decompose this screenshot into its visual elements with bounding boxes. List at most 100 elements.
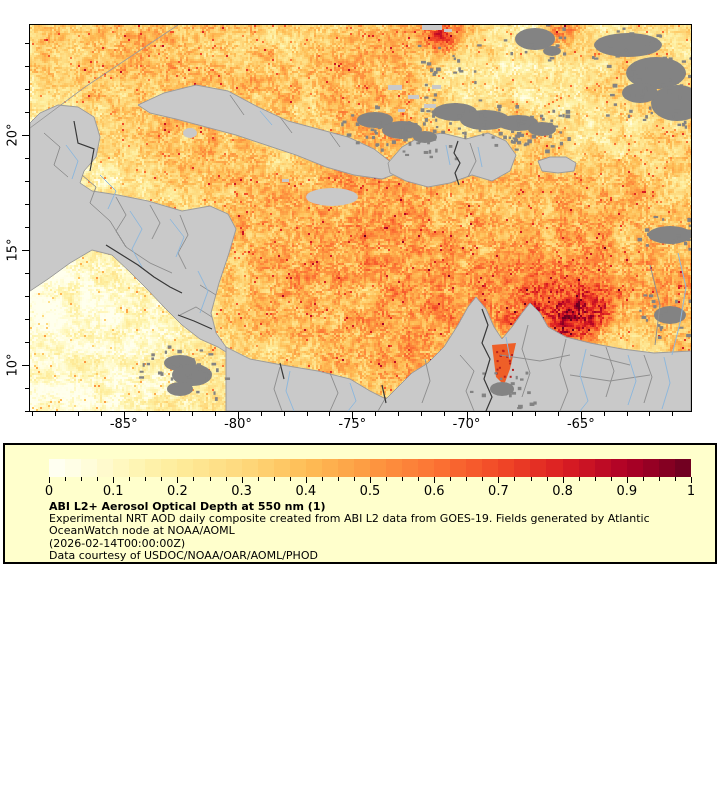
x-axis-tick <box>306 412 308 416</box>
x-axis-tick <box>649 412 651 416</box>
x-axis-tick <box>397 412 399 416</box>
colorbar-tick <box>129 477 131 481</box>
colorbar-tick <box>482 477 484 481</box>
x-axis-tick <box>169 412 171 416</box>
colorbar-tick <box>161 477 163 481</box>
colorbar-cell <box>49 459 66 477</box>
colorbar-tick <box>273 477 275 481</box>
colorbar-cell <box>562 459 579 477</box>
colorbar-tick-label: 0.2 <box>167 484 188 499</box>
x-axis-tick <box>100 412 102 416</box>
y-axis-tick <box>22 364 29 366</box>
y-axis-tick <box>25 410 29 412</box>
x-axis-tick <box>420 412 422 416</box>
colorbar-tick <box>626 477 628 483</box>
x-axis-tick <box>146 412 148 416</box>
colorbar-tick-label: 0.8 <box>552 484 573 499</box>
colorbar-tick <box>113 477 115 483</box>
colorbar-tick <box>658 477 660 481</box>
colorbar-cell <box>113 459 130 477</box>
colorbar-cell <box>546 459 563 477</box>
colorbar-tick <box>65 477 67 481</box>
x-axis-tick-label: -80° <box>224 417 252 432</box>
colorbar-tick <box>386 477 388 481</box>
colorbar-tick-label: 0.6 <box>423 484 445 499</box>
colorbar-tick <box>177 477 179 483</box>
colorbar-cell <box>337 459 354 477</box>
colorbar-tick <box>530 477 532 481</box>
colorbar-tick <box>257 477 259 481</box>
colorbar-cell <box>289 459 306 477</box>
colorbar-cell <box>321 459 338 477</box>
colorbar-tick <box>241 477 243 483</box>
legend-text-block: ABI L2+ Aerosol Optical Depth at 550 nm … <box>49 500 705 562</box>
y-axis-tick <box>25 157 29 159</box>
legend-title: ABI L2+ Aerosol Optical Depth at 550 nm … <box>49 500 326 513</box>
colorbar-tick <box>225 477 227 481</box>
colorbar-tick <box>353 477 355 481</box>
colorbar-cell <box>642 459 659 477</box>
colorbar-tick <box>209 477 211 481</box>
colorbar-tick-label: 0.5 <box>359 484 381 499</box>
colorbar-cell <box>450 459 467 477</box>
y-axis-tick <box>25 88 29 90</box>
map-canvas <box>30 25 691 411</box>
colorbar-cell <box>610 459 627 477</box>
colorbar-cell <box>209 459 226 477</box>
colorbar-cell <box>418 459 435 477</box>
colorbar-tick <box>546 477 548 481</box>
colorbar-tick <box>305 477 307 483</box>
x-axis-tick <box>237 412 239 419</box>
colorbar-tick-label: 0.4 <box>295 484 317 499</box>
x-axis-tick <box>283 412 285 416</box>
x-axis-tick <box>603 412 605 416</box>
colorbar-tick <box>450 477 452 481</box>
colorbar-cell <box>385 459 403 477</box>
colorbar-tick <box>594 477 596 481</box>
x-axis-tick <box>215 412 217 416</box>
colorbar-cell <box>626 459 643 477</box>
colorbar-cell <box>97 459 114 477</box>
colorbar <box>49 459 691 477</box>
colorbar-cell <box>305 459 322 477</box>
colorbar-cell <box>482 459 499 477</box>
colorbar-cell <box>257 459 274 477</box>
legend-line-4: Data courtesy of USDOC/NOAA/OAR/AOML/PHO… <box>49 549 318 562</box>
x-axis-tick <box>535 412 537 416</box>
x-axis-tick <box>626 412 628 416</box>
colorbar-tick <box>321 477 323 481</box>
x-axis-tick <box>466 412 468 419</box>
legend-line-1: Experimental NRT AOD daily composite cre… <box>49 513 650 526</box>
colorbar-cell <box>466 459 483 477</box>
y-axis-tick <box>22 134 29 136</box>
x-axis-tick-label: -85° <box>109 417 138 432</box>
x-axis-tick <box>489 412 491 416</box>
x-axis-tick <box>123 412 125 419</box>
x-axis-tick <box>443 412 445 416</box>
x-axis-tick-label: -75° <box>338 417 367 432</box>
colorbar-tick <box>81 477 83 481</box>
x-axis-tick <box>375 412 377 416</box>
colorbar-tick <box>145 477 147 481</box>
colorbar-tick-label: 0 <box>44 484 54 499</box>
colorbar-tick <box>610 477 612 481</box>
colorbar-cell <box>81 459 98 477</box>
colorbar-tick <box>578 477 580 481</box>
x-axis-tick <box>32 412 34 416</box>
colorbar-tick-label: 1 <box>686 484 696 499</box>
colorbar-cell <box>353 459 370 477</box>
colorbar-tick <box>562 477 564 483</box>
colorbar-cell <box>177 459 194 477</box>
x-axis-tick <box>329 412 331 416</box>
x-axis-tick-label: -70° <box>452 417 481 432</box>
y-axis-tick <box>22 249 29 251</box>
colorbar-cell <box>193 459 210 477</box>
colorbar-tick <box>674 477 676 481</box>
y-axis-tick-label: 15° <box>5 238 21 262</box>
colorbar-tick <box>49 477 50 483</box>
colorbar-tick <box>97 477 99 481</box>
colorbar-cell <box>145 459 162 477</box>
legend-line-3: (2026-02-14T00:00:00Z) <box>49 537 186 550</box>
legend-line-2: OceanWatch node at NOAA/AOML <box>49 525 235 538</box>
colorbar-tick <box>193 477 195 481</box>
